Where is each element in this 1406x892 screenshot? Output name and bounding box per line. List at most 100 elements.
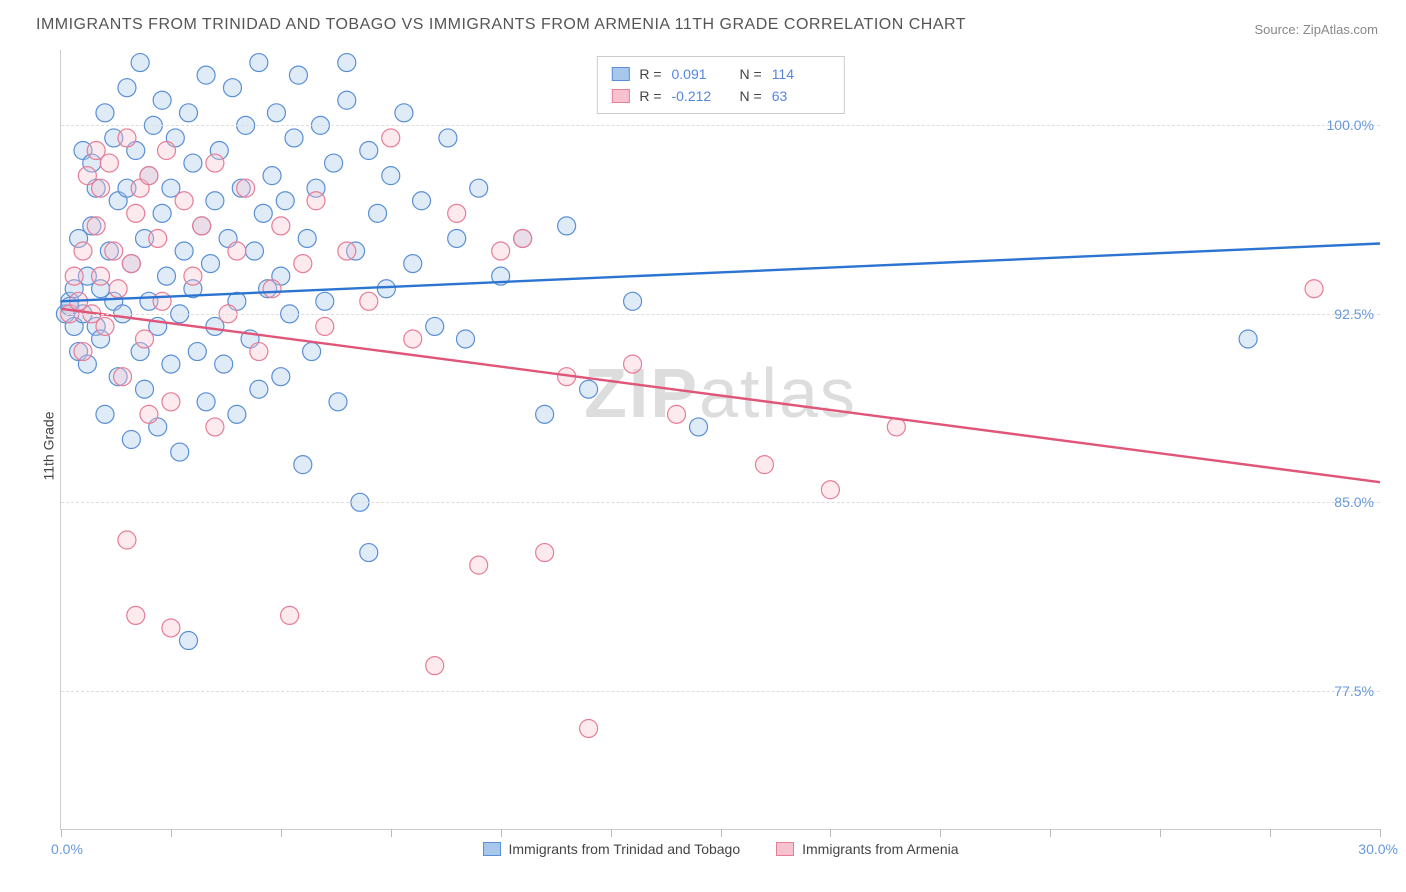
x-tick — [611, 829, 612, 837]
data-point — [92, 179, 110, 197]
data-point — [175, 242, 193, 260]
data-point — [153, 292, 171, 310]
data-point — [114, 368, 132, 386]
gridline — [61, 691, 1380, 692]
legend-row-2: R = -0.212 N = 63 — [611, 85, 829, 107]
data-point — [294, 255, 312, 273]
data-point — [136, 330, 154, 348]
data-point — [338, 54, 356, 72]
data-point — [193, 217, 211, 235]
x-tick — [501, 829, 502, 837]
data-point — [162, 619, 180, 637]
data-point — [338, 91, 356, 109]
r-label-2: R = — [639, 85, 661, 107]
data-point — [448, 229, 466, 247]
n-value-1: 114 — [772, 63, 830, 85]
data-point — [329, 393, 347, 411]
data-point — [624, 292, 642, 310]
data-point — [96, 317, 114, 335]
data-point — [303, 343, 321, 361]
data-point — [360, 142, 378, 160]
y-tick-label: 100.0% — [1327, 117, 1374, 133]
chart-container: IMMIGRANTS FROM TRINIDAD AND TOBAGO VS I… — [0, 0, 1406, 892]
data-point — [580, 719, 598, 737]
data-point — [74, 343, 92, 361]
data-point — [1239, 330, 1257, 348]
data-point — [263, 280, 281, 298]
data-point — [316, 317, 334, 335]
data-point — [285, 129, 303, 147]
data-point — [325, 154, 343, 172]
source-link[interactable]: ZipAtlas.com — [1303, 22, 1378, 37]
data-point — [360, 544, 378, 562]
data-point — [360, 292, 378, 310]
data-point — [536, 405, 554, 423]
data-point — [140, 405, 158, 423]
x-tick — [61, 829, 62, 837]
data-point — [250, 380, 268, 398]
data-point — [338, 242, 356, 260]
data-point — [153, 91, 171, 109]
data-point — [65, 267, 83, 285]
data-point — [395, 104, 413, 122]
data-point — [171, 443, 189, 461]
data-point — [298, 229, 316, 247]
data-point — [558, 217, 576, 235]
data-point — [109, 280, 127, 298]
data-point — [404, 255, 422, 273]
n-label-2: N = — [740, 85, 762, 107]
data-point — [668, 405, 686, 423]
data-point — [206, 154, 224, 172]
data-point — [184, 154, 202, 172]
x-tick — [940, 829, 941, 837]
data-point — [223, 79, 241, 97]
data-point — [153, 204, 171, 222]
y-tick-label: 85.0% — [1334, 494, 1374, 510]
data-point — [74, 242, 92, 260]
x-tick — [1270, 829, 1271, 837]
x-tick — [1380, 829, 1381, 837]
data-point — [250, 343, 268, 361]
series-label-1: Immigrants from Trinidad and Tobago — [508, 841, 740, 857]
x-tick — [1160, 829, 1161, 837]
data-point — [118, 79, 136, 97]
data-point — [580, 380, 598, 398]
data-point — [245, 242, 263, 260]
data-point — [96, 405, 114, 423]
data-point — [206, 418, 224, 436]
data-point — [690, 418, 708, 436]
data-point — [158, 142, 176, 160]
r-value-2: -0.212 — [672, 85, 730, 107]
data-point — [1305, 280, 1323, 298]
legend-row-1: R = 0.091 N = 114 — [611, 63, 829, 85]
data-point — [105, 242, 123, 260]
data-point — [215, 355, 233, 373]
legend-swatch-1 — [611, 67, 629, 81]
data-point — [426, 657, 444, 675]
data-point — [228, 405, 246, 423]
data-point — [180, 632, 198, 650]
data-point — [821, 481, 839, 499]
data-point — [281, 606, 299, 624]
data-point — [456, 330, 474, 348]
data-point — [536, 544, 554, 562]
data-point — [294, 456, 312, 474]
x-tick — [830, 829, 831, 837]
n-label-1: N = — [740, 63, 762, 85]
plot-svg — [61, 50, 1380, 829]
gridline — [61, 502, 1380, 503]
data-point — [197, 393, 215, 411]
x-min-label: 0.0% — [51, 841, 83, 857]
data-point — [197, 66, 215, 84]
series-swatch-1 — [482, 842, 500, 856]
r-label-1: R = — [639, 63, 661, 85]
data-point — [149, 229, 167, 247]
series-swatch-2 — [776, 842, 794, 856]
data-point — [118, 531, 136, 549]
data-point — [439, 129, 457, 147]
data-point — [492, 242, 510, 260]
correlation-legend: R = 0.091 N = 114 R = -0.212 N = 63 — [596, 56, 844, 114]
data-point — [426, 317, 444, 335]
y-axis-label: 11th Grade — [41, 411, 57, 480]
legend-swatch-2 — [611, 89, 629, 103]
